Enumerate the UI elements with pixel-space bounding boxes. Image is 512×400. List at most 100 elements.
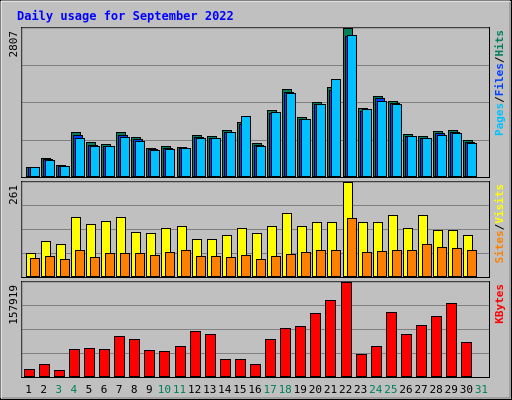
- bar-sites-day-19: [301, 252, 311, 277]
- day-label-7: 7: [116, 383, 123, 396]
- bar-pages-day-3: [60, 166, 70, 177]
- bar-kbytes-day-19: [295, 326, 306, 377]
- bar-kbytes-day-24: [371, 346, 382, 377]
- bar-pages-day-9: [150, 150, 160, 177]
- bar-sites-day-9: [150, 255, 160, 277]
- bar-kbytes-day-5: [84, 348, 95, 377]
- day-label-31: 31: [475, 383, 488, 396]
- bar-kbytes-day-22: [341, 282, 352, 377]
- legend-panel-2: Sites/Visits: [493, 184, 506, 264]
- bar-sites-day-11: [181, 250, 191, 277]
- bar-pages-day-29: [452, 133, 462, 177]
- bar-sites-day-14: [226, 257, 236, 277]
- bar-kbytes-day-16: [250, 364, 261, 377]
- day-label-6: 6: [101, 383, 108, 396]
- day-label-21: 21: [324, 383, 337, 396]
- bar-pages-day-19: [301, 119, 311, 177]
- bar-pages-day-20: [316, 104, 326, 177]
- bar-kbytes-day-25: [386, 312, 397, 377]
- bar-kbytes-day-28: [431, 316, 442, 377]
- day-label-26: 26: [399, 383, 412, 396]
- bar-sites-day-20: [316, 250, 326, 277]
- day-label-24: 24: [369, 383, 383, 396]
- bar-kbytes-day-20: [310, 313, 321, 377]
- bar-kbytes-day-1: [24, 369, 35, 377]
- bar-pages-day-30: [467, 143, 477, 177]
- chart-title: Daily usage for September 2022: [17, 9, 234, 23]
- day-label-30: 30: [460, 383, 473, 396]
- bar-pages-day-13: [211, 138, 221, 177]
- bar-kbytes-day-8: [129, 339, 140, 377]
- bar-sites-day-22: [347, 218, 357, 277]
- bar-kbytes-day-11: [175, 346, 186, 377]
- bar-sites-day-3: [60, 259, 70, 277]
- bar-pages-day-2: [45, 160, 55, 177]
- legend-panel-3: KBytes: [493, 284, 506, 324]
- bar-kbytes-day-29: [446, 303, 457, 377]
- legend-hits: Hits: [493, 30, 506, 57]
- bar-pages-day-8: [135, 141, 145, 177]
- bar-pages-day-12: [196, 138, 206, 177]
- legend-visits: Visits: [493, 184, 506, 224]
- day-label-17: 17: [263, 383, 276, 396]
- bar-sites-day-17: [271, 256, 281, 277]
- bar-pages-day-4: [75, 138, 85, 177]
- bar-kbytes-day-26: [401, 334, 412, 377]
- bar-sites-day-30: [467, 250, 477, 277]
- day-label-2: 2: [40, 383, 47, 396]
- day-label-11: 11: [173, 383, 186, 396]
- bar-sites-day-7: [120, 253, 130, 277]
- day-label-22: 22: [339, 383, 352, 396]
- bar-kbytes-day-27: [416, 325, 427, 377]
- day-label-25: 25: [384, 383, 397, 396]
- bar-pages-day-25: [392, 104, 402, 177]
- legend-pages: Pages: [493, 103, 506, 136]
- bar-pages-day-15: [241, 116, 251, 177]
- bar-kbytes-day-15: [235, 359, 246, 377]
- bar-sites-day-15: [241, 255, 251, 277]
- day-label-12: 12: [188, 383, 201, 396]
- bar-sites-day-26: [407, 250, 417, 277]
- legend-separator: /: [493, 56, 506, 63]
- bar-kbytes-day-30: [461, 342, 472, 377]
- bar-sites-day-25: [392, 250, 402, 277]
- y-max-label: 261: [7, 185, 20, 205]
- bar-kbytes-day-17: [265, 339, 276, 377]
- bar-kbytes-day-21: [325, 300, 336, 377]
- bar-kbytes-day-6: [99, 349, 110, 377]
- bar-kbytes-day-12: [190, 331, 201, 377]
- bar-pages-day-14: [226, 132, 236, 177]
- bar-kbytes-day-9: [144, 350, 155, 377]
- day-label-29: 29: [445, 383, 458, 396]
- legend-sites: Sites: [493, 230, 506, 263]
- bar-sites-day-6: [105, 253, 115, 277]
- day-label-28: 28: [430, 383, 443, 396]
- bar-pages-day-5: [90, 146, 100, 177]
- day-label-4: 4: [71, 383, 78, 396]
- bar-sites-day-29: [452, 248, 462, 277]
- bar-kbytes-day-23: [356, 354, 367, 377]
- bar-kbytes-day-10: [159, 351, 170, 377]
- bar-sites-day-27: [422, 244, 432, 277]
- day-label-19: 19: [294, 383, 307, 396]
- bar-pages-day-23: [362, 109, 372, 177]
- day-label-14: 14: [218, 383, 232, 396]
- day-label-27: 27: [414, 383, 427, 396]
- bar-sites-day-16: [256, 259, 266, 277]
- bar-pages-day-6: [105, 146, 115, 177]
- day-label-18: 18: [279, 383, 292, 396]
- bar-sites-day-13: [211, 256, 221, 277]
- bar-pages-day-27: [422, 138, 432, 177]
- bar-sites-day-23: [362, 252, 372, 277]
- bar-kbytes-day-2: [39, 364, 50, 377]
- bar-kbytes-day-13: [205, 334, 216, 377]
- legend-separator: /: [493, 96, 506, 103]
- bar-sites-day-18: [286, 254, 296, 277]
- bar-pages-day-26: [407, 136, 417, 177]
- bar-sites-day-4: [75, 250, 85, 277]
- bar-sites-day-8: [135, 253, 145, 277]
- legend-panel-1: Pages/Files/Hits: [493, 30, 506, 136]
- bar-pages-day-16: [256, 146, 266, 177]
